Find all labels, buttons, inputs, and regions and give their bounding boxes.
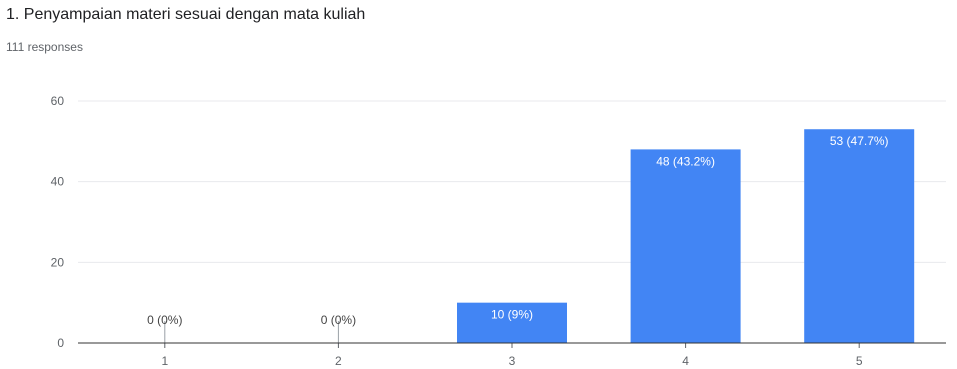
y-tick-label: 0: [57, 336, 64, 350]
x-tick-label: 2: [335, 354, 342, 368]
data-label: 53 (47.7%): [830, 134, 889, 148]
data-label: 0 (0%): [321, 313, 356, 327]
data-label: 48 (43.2%): [656, 154, 715, 168]
data-label: 0 (0%): [147, 313, 182, 327]
x-tick-label: 4: [682, 354, 689, 368]
bar: [457, 302, 567, 343]
y-tick-label: 60: [51, 94, 65, 108]
bar: [630, 149, 741, 343]
y-tick-label: 20: [51, 255, 65, 269]
chart-title: 1. Penyampaian materi sesuai dengan mata…: [6, 6, 366, 23]
x-tick-label: 1: [161, 354, 168, 368]
response-count: 111 responses: [6, 40, 83, 54]
bar: [804, 129, 915, 343]
x-tick-label: 5: [856, 354, 863, 368]
y-tick-label: 40: [51, 175, 65, 189]
x-tick-label: 3: [509, 354, 516, 368]
data-label: 10 (9%): [491, 308, 533, 322]
